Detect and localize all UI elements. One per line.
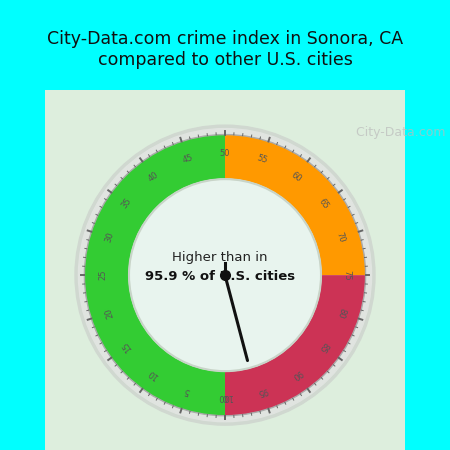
Wedge shape (225, 135, 365, 275)
Text: 30: 30 (104, 231, 115, 244)
Wedge shape (85, 135, 225, 416)
Text: 70: 70 (335, 231, 346, 244)
Circle shape (78, 129, 372, 422)
Text: 65: 65 (317, 197, 330, 211)
Text: 95: 95 (256, 385, 269, 397)
Text: 25: 25 (99, 270, 108, 280)
Text: Higher than in: Higher than in (172, 252, 268, 265)
Text: 95.9 % of U.S. cities: 95.9 % of U.S. cities (145, 270, 295, 284)
Text: 60: 60 (290, 170, 303, 184)
Text: 35: 35 (120, 197, 133, 211)
Text: 15: 15 (120, 340, 133, 354)
Text: 80: 80 (335, 306, 346, 319)
Text: 5: 5 (184, 386, 191, 396)
Circle shape (75, 125, 375, 425)
Text: 20: 20 (104, 306, 115, 319)
FancyBboxPatch shape (45, 90, 405, 450)
Text: 55: 55 (256, 153, 269, 165)
Text: 45: 45 (181, 153, 194, 165)
Text: 0: 0 (222, 392, 228, 401)
Text: City-Data.com: City-Data.com (348, 126, 446, 140)
Text: 40: 40 (147, 170, 160, 184)
Text: 10: 10 (147, 367, 160, 380)
Text: 50: 50 (220, 149, 230, 158)
Wedge shape (225, 275, 365, 416)
Text: 75: 75 (342, 270, 351, 280)
Text: 100: 100 (217, 392, 233, 401)
Text: 90: 90 (290, 367, 303, 380)
Circle shape (129, 179, 321, 371)
Text: City-Data.com crime index in Sonora, CA
compared to other U.S. cities: City-Data.com crime index in Sonora, CA … (47, 30, 403, 69)
Text: 85: 85 (317, 340, 330, 354)
